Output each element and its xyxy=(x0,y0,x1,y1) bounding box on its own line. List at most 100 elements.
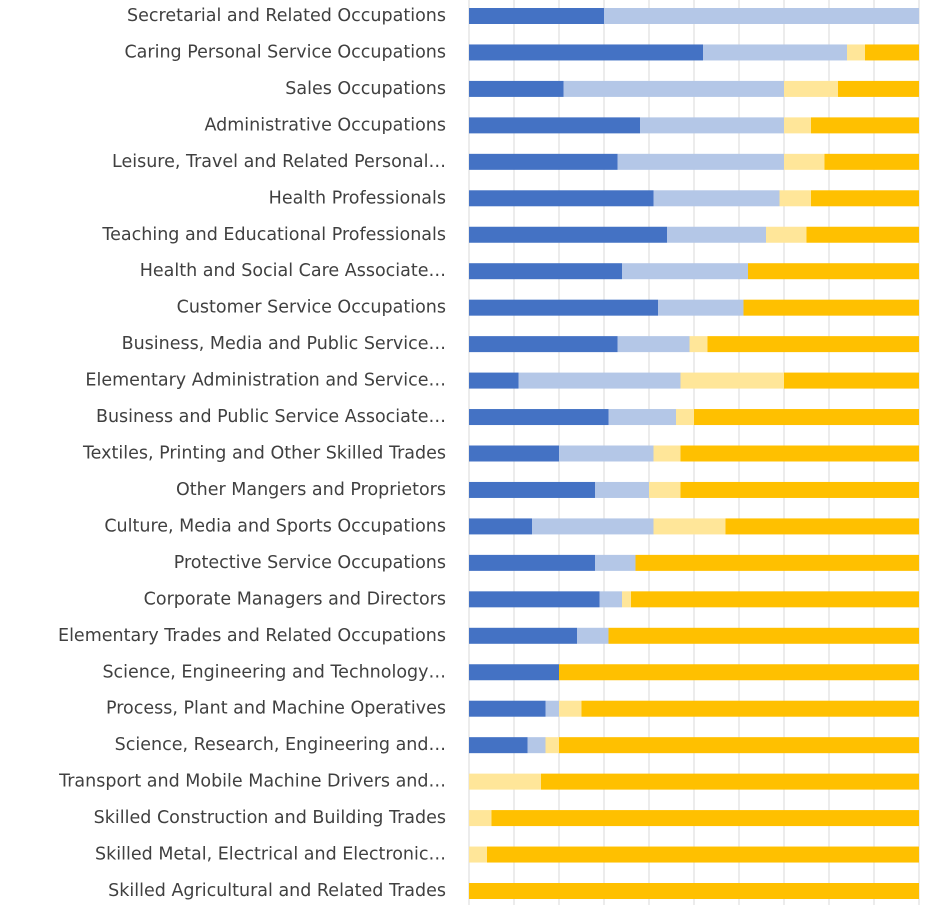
y-tick-label: Other Mangers and Proprietors xyxy=(176,480,446,500)
bar-segment xyxy=(487,846,919,863)
bar-segment xyxy=(469,664,559,681)
bar-segment xyxy=(631,591,919,608)
bar-segment xyxy=(559,445,654,462)
bar-segment xyxy=(469,263,622,280)
bar-segment xyxy=(658,299,744,316)
bar-segment xyxy=(469,8,604,24)
y-tick-label: Business and Public Service Associate… xyxy=(96,407,446,427)
bar-segment xyxy=(725,518,919,535)
y-tick-label: Science, Research, Engineering and… xyxy=(115,735,446,755)
bar-segment xyxy=(469,226,667,243)
bar-segment xyxy=(676,409,694,426)
bar-segment xyxy=(469,409,609,426)
y-tick-label: Skilled Construction and Building Trades xyxy=(94,808,446,828)
bar-segment xyxy=(469,372,519,389)
bar-segment xyxy=(622,591,631,608)
bar-segment xyxy=(680,372,784,389)
y-tick-label: Business, Media and Public Service… xyxy=(122,334,446,354)
bar-segment xyxy=(532,518,654,535)
bar-segment xyxy=(469,117,640,134)
bar-segment xyxy=(469,627,577,644)
bar-segment xyxy=(595,554,636,571)
bar-segment xyxy=(595,481,649,498)
y-tick-label: Elementary Trades and Related Occupation… xyxy=(58,626,446,646)
y-tick-label: Health Professionals xyxy=(269,188,446,208)
bar-segment xyxy=(649,481,681,498)
bar-segment xyxy=(811,117,919,134)
bar-segment xyxy=(469,700,546,717)
bar-segment xyxy=(806,226,919,243)
y-tick-label: Skilled Agricultural and Related Trades xyxy=(108,881,446,901)
bar-segment xyxy=(469,773,541,790)
y-tick-label: Transport and Mobile Machine Drivers and… xyxy=(58,772,446,792)
bar-segment xyxy=(667,226,766,243)
y-tick-label: Health and Social Care Associate… xyxy=(140,261,446,281)
y-tick-label: Leisure, Travel and Related Personal… xyxy=(112,152,446,172)
bar-segment xyxy=(469,44,703,61)
bar-segment xyxy=(469,554,595,571)
bar-segment xyxy=(469,518,532,535)
y-tick-label: Sales Occupations xyxy=(285,79,446,99)
bar-segment xyxy=(779,190,811,207)
bar-segment xyxy=(824,153,919,170)
bar-segment xyxy=(469,445,559,462)
bar-segment xyxy=(694,409,919,426)
y-tick-label: Process, Plant and Machine Operatives xyxy=(106,699,446,719)
y-tick-label: Textiles, Printing and Other Skilled Tra… xyxy=(82,444,446,464)
bar-segment xyxy=(653,445,681,462)
bar-segment xyxy=(577,627,609,644)
bar-segment xyxy=(491,810,919,827)
bar-segment xyxy=(559,700,582,717)
bar-segment xyxy=(617,336,690,353)
bar-segment xyxy=(766,226,807,243)
y-tick-label: Elementary Administration and Service… xyxy=(85,371,446,391)
y-tick-label: Customer Service Occupations xyxy=(177,298,446,318)
bar-segment xyxy=(604,8,919,24)
y-tick-label: Science, Engineering and Technology… xyxy=(102,662,446,682)
bar-segment xyxy=(680,445,919,462)
y-tick-label: Protective Service Occupations xyxy=(174,553,446,573)
bar-segment xyxy=(680,481,919,498)
bar-segment xyxy=(743,299,919,316)
y-tick-label: Teaching and Educational Professionals xyxy=(101,225,446,245)
y-tick-label: Caring Personal Service Occupations xyxy=(124,42,446,62)
bar-segment xyxy=(469,336,618,353)
y-tick-label: Corporate Managers and Directors xyxy=(144,589,446,609)
bar-segment xyxy=(703,44,847,61)
bar-segment xyxy=(469,737,528,754)
bar-segment xyxy=(653,518,726,535)
bar-segment xyxy=(748,263,919,280)
bar-segment xyxy=(469,481,595,498)
bar-segment xyxy=(469,190,654,207)
bar-segment xyxy=(518,372,681,389)
bar-segment xyxy=(545,737,559,754)
bar-segment xyxy=(563,80,784,97)
bar-segment xyxy=(784,372,919,389)
y-tick-label: Culture, Media and Sports Occupations xyxy=(104,516,446,536)
bar-segment xyxy=(707,336,919,353)
bar-segment xyxy=(608,627,919,644)
bar-segment xyxy=(640,117,784,134)
bar-segment xyxy=(689,336,708,353)
bar-segment xyxy=(469,810,492,827)
bar-segment xyxy=(469,591,600,608)
bar-segment xyxy=(784,117,811,134)
bar-segment xyxy=(865,44,919,61)
bar-segment xyxy=(469,153,618,170)
bar-segment xyxy=(581,700,919,717)
y-tick-label: Secretarial and Related Occupations xyxy=(127,6,446,26)
bar-segment xyxy=(541,773,919,790)
bar-segment xyxy=(469,846,487,863)
bar-segment xyxy=(608,409,676,426)
bar-segment xyxy=(527,737,546,754)
bar-segment xyxy=(811,190,919,207)
bar-segment xyxy=(847,44,865,61)
bar-segment xyxy=(469,883,919,899)
bar-segment xyxy=(635,554,919,571)
bar-segment xyxy=(599,591,622,608)
bar-segment xyxy=(617,153,784,170)
bar-segment xyxy=(559,737,919,754)
bar-segment xyxy=(784,153,825,170)
bar-segment xyxy=(469,299,658,316)
bar-segment xyxy=(784,80,838,97)
